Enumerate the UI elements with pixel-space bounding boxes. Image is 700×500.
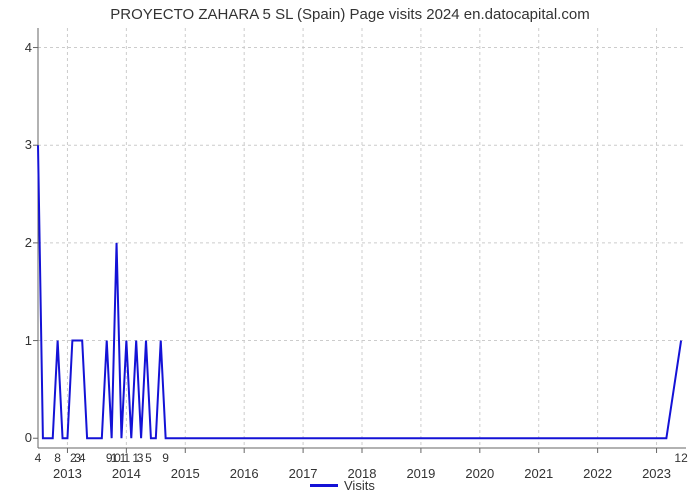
- legend-label: Visits: [344, 478, 375, 493]
- x-minor-label: 4: [79, 451, 86, 465]
- x-minor-label: 4: [35, 451, 42, 465]
- x-year-label: 2015: [171, 466, 200, 481]
- x-year-label: 2019: [406, 466, 435, 481]
- x-year-label: 2021: [524, 466, 553, 481]
- line-chart: [0, 0, 700, 500]
- x-minor-label: 8: [54, 451, 61, 465]
- x-year-label: 2022: [583, 466, 612, 481]
- y-tick-label: 4: [8, 40, 32, 55]
- legend-swatch: [310, 484, 338, 487]
- x-year-label: 2023: [642, 466, 671, 481]
- x-minor-label: 9: [162, 451, 169, 465]
- x-minor-label: 12: [674, 451, 687, 465]
- x-year-label: 2020: [465, 466, 494, 481]
- x-minor-label: 3: [137, 451, 144, 465]
- x-year-label: 2016: [230, 466, 259, 481]
- y-tick-label: 2: [8, 235, 32, 250]
- y-tick-label: 3: [8, 137, 32, 152]
- y-tick-label: 0: [8, 430, 32, 445]
- y-tick-label: 1: [8, 333, 32, 348]
- legend: Visits: [310, 478, 375, 493]
- x-year-label: 2013: [53, 466, 82, 481]
- x-year-label: 2014: [112, 466, 141, 481]
- x-minor-label: 1: [124, 451, 131, 465]
- x-minor-label: 5: [145, 451, 152, 465]
